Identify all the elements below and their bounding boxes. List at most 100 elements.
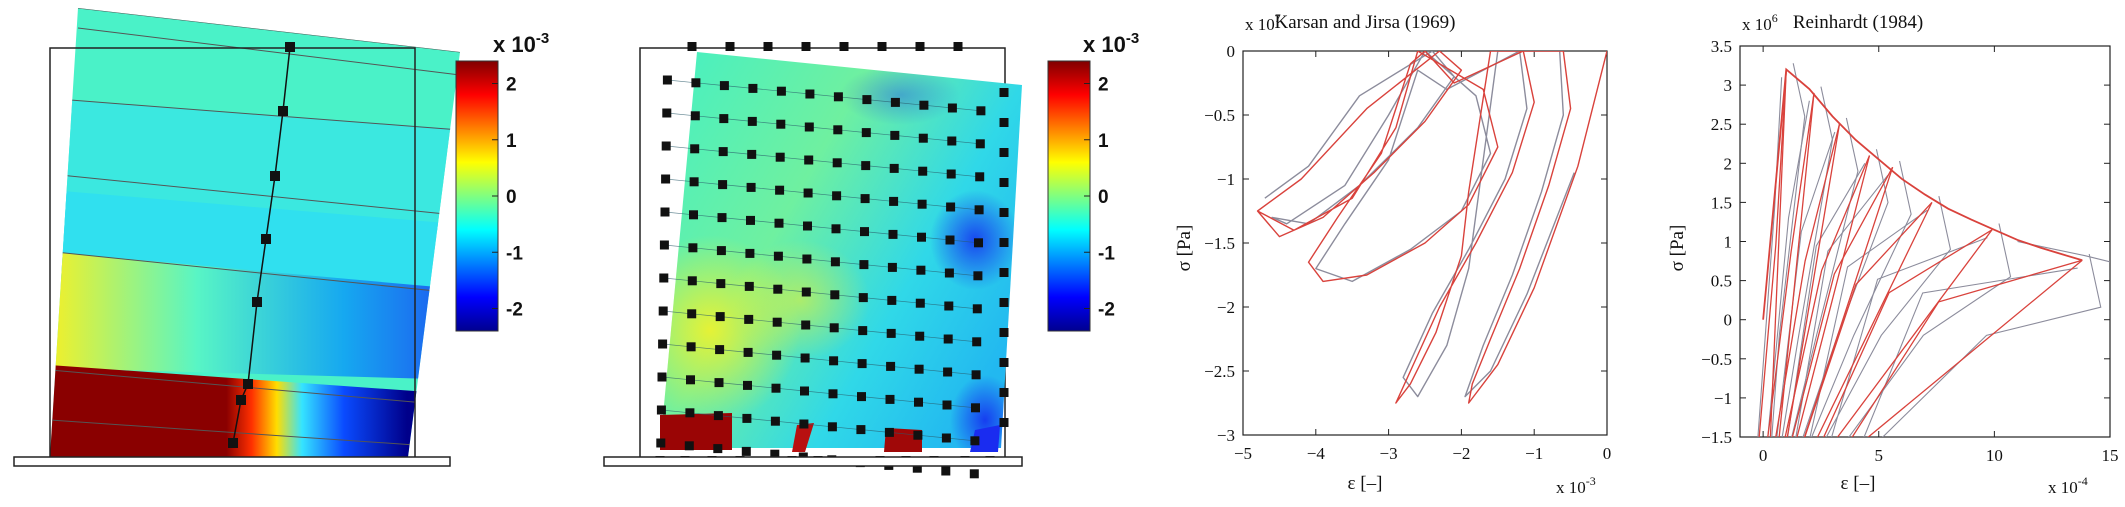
marker (774, 218, 784, 228)
marker (969, 469, 979, 479)
experimental-curve (1776, 131, 1836, 437)
marker (976, 106, 986, 116)
x-tick-label: 10 (1986, 446, 2003, 465)
experimental-curve (1791, 117, 1859, 437)
x-tick-label: −4 (1307, 444, 1326, 463)
y-tick-label: −2 (1217, 298, 1235, 317)
marker (775, 185, 785, 195)
colorbar-tick-label: 0 (506, 187, 517, 208)
marker (803, 221, 812, 231)
marker (885, 394, 895, 404)
marker (776, 119, 786, 129)
marker (658, 306, 668, 316)
marker (747, 149, 757, 159)
marker-line-left (228, 42, 295, 448)
marker (714, 378, 724, 388)
experimental-curve (1795, 174, 1889, 437)
marker (743, 380, 752, 390)
marker (942, 400, 952, 410)
y-tick-label: 0.5 (1711, 272, 1732, 291)
y-tick-label: 0 (1724, 311, 1733, 330)
model-reloading-branch (1851, 259, 2083, 437)
marker (859, 260, 869, 270)
marker (975, 139, 985, 149)
y-tick-label: −0.5 (1204, 106, 1235, 125)
marker (946, 169, 956, 179)
marker (999, 88, 1009, 97)
marker (662, 108, 672, 118)
marker (945, 235, 955, 245)
marker (773, 284, 783, 294)
crack-zone-2 (792, 423, 814, 452)
marker (689, 210, 698, 220)
x-tick-label: −3 (1380, 444, 1398, 463)
marker (914, 397, 923, 407)
marker (252, 297, 262, 307)
chart-title: Karsan and Jirsa (1969) (1275, 12, 1456, 33)
marker (860, 194, 870, 204)
marker (661, 141, 671, 151)
colorbar-tick-label: -1 (506, 243, 523, 264)
marker (999, 118, 1009, 127)
marker (916, 265, 926, 275)
marker (746, 215, 755, 225)
marker (261, 234, 271, 244)
marker (858, 326, 868, 336)
marker (799, 419, 809, 429)
y-tick-label: −2.5 (1204, 362, 1235, 381)
marker (953, 42, 963, 51)
experimental-curve (1802, 149, 1889, 437)
marker (861, 161, 871, 171)
marker (970, 436, 980, 446)
experimental-curve (1771, 63, 1806, 437)
marker (656, 405, 666, 415)
marker (803, 188, 813, 198)
marker (801, 320, 811, 330)
grid-line (666, 112, 981, 145)
experimental-curve (1882, 253, 2102, 437)
experimental-curve (2017, 240, 2110, 263)
marker (974, 238, 983, 248)
marker (802, 254, 812, 264)
marker (715, 345, 725, 355)
model-reloading-branch (1758, 69, 1787, 437)
marker (829, 356, 839, 366)
marker (999, 418, 1009, 427)
marker (656, 438, 666, 448)
x-tick-label: −1 (1525, 444, 1543, 463)
marker (999, 328, 1009, 337)
marker (884, 427, 894, 437)
marker (776, 86, 786, 96)
y-tick-label: −1.5 (1701, 428, 1732, 447)
model-reloading-branch (1775, 124, 1841, 437)
series-group (1757, 63, 2110, 437)
marker (685, 408, 695, 418)
marker (886, 328, 896, 338)
marker (747, 116, 757, 126)
y-axis-label: σ [Pa] (1667, 225, 1688, 272)
y-tick-label: 2 (1724, 154, 1733, 173)
colorbar-tick-label: -2 (506, 300, 523, 321)
colorbar-left: x 10-3 2 1 0 -1 -2 (455, 30, 549, 332)
marker (744, 314, 754, 324)
marker (662, 75, 672, 85)
stress-strain-curve (1256, 51, 1607, 404)
marker (860, 227, 869, 237)
marker (804, 122, 814, 132)
displacement-grid (661, 79, 981, 442)
marker (689, 177, 699, 187)
model-unloading-branch (1769, 69, 1787, 437)
y-tick-label: 1 (1724, 233, 1733, 252)
experimental-curve (1767, 100, 1810, 437)
marker (690, 144, 700, 154)
marker (862, 95, 872, 105)
y-tick-label: 1.5 (1711, 193, 1732, 212)
marker (725, 42, 735, 51)
marker (943, 367, 953, 377)
marker (913, 430, 923, 440)
marker (270, 171, 280, 181)
marker (915, 331, 925, 341)
experimental-curve (1757, 77, 1783, 437)
marker (999, 238, 1009, 247)
marker (715, 312, 725, 322)
